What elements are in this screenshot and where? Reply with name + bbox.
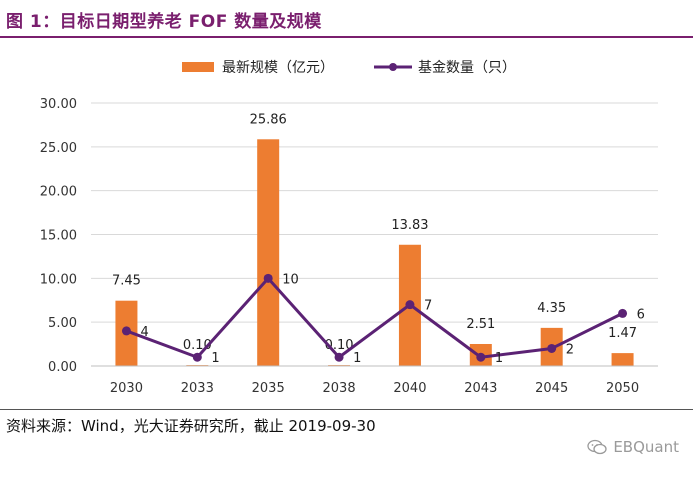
x-tick-label: 2035 [252,381,285,396]
line-point [547,343,557,353]
line-point [618,308,628,318]
legend-label-bar: 最新规模（亿元） [222,60,334,76]
x-tick-label: 2043 [464,381,497,396]
line-point [476,352,486,362]
y-tick-label: 15.00 [40,229,77,244]
x-axis: 2030 2033 2035 2038 2040 2043 2045 2050 [91,365,658,396]
line-data-label: 1 [495,351,503,366]
legend: 最新规模（亿元） 基金数量（只） [182,59,516,76]
title-divider [0,36,693,38]
legend-swatch-marker [389,63,397,71]
line-data-label: 7 [424,299,432,314]
figure-title: 图 1：目标日期型养老 FOF 数量及规模 [6,12,322,32]
line-point [121,326,131,336]
y-tick-label: 10.00 [40,272,77,287]
line-series [121,273,628,362]
x-tick-label: 2030 [110,381,143,396]
x-tick-label: 2040 [393,381,426,396]
line-data-label: 2 [566,342,574,357]
y-tick-label: 0.00 [48,360,77,375]
bar-data-label: 4.35 [537,301,566,316]
y-axis: 0.00 5.00 10.00 15.00 20.00 25.00 30.00 [40,97,77,375]
line-point [192,352,202,362]
bar [257,139,280,366]
legend-label-line: 基金数量（只） [418,59,516,76]
y-tick-label: 5.00 [48,316,77,331]
line-data-label: 4 [140,325,148,340]
line-point [334,352,344,362]
watermark-label: EBQuant [613,438,679,456]
title-bar: 图 1：目标日期型养老 FOF 数量及规模 [0,0,693,40]
line-point [263,273,273,283]
bar-data-label: 1.47 [608,326,637,341]
bar-data-label: 25.86 [250,112,287,127]
legend-swatch-bar [182,62,214,72]
wechat-icon [587,439,607,455]
gridlines [91,102,658,367]
bar-data-label: 13.83 [391,218,428,233]
watermark: EBQuant [587,438,679,456]
x-tick-label: 2045 [535,381,568,396]
y-tick-label: 25.00 [40,141,77,156]
line-data-label: 10 [282,272,299,287]
x-tick-label: 2038 [323,381,356,396]
line-path [125,276,624,359]
y-tick-label: 30.00 [40,97,77,112]
bar [611,353,634,366]
line-data-label: 1 [211,351,219,366]
footer-divider [0,409,693,410]
bar-data-label: 7.45 [112,274,141,289]
y-tick-label: 20.00 [40,185,77,200]
line-data-label: 1 [353,351,361,366]
bar-data-label: 2.51 [466,317,495,332]
combo-chart: 最新规模（亿元） 基金数量（只） 0.005.0010.0015.0020.00… [40,59,658,396]
source-note: 资料来源：Wind，光大证券研究所，截止 2019-09-30 [6,417,376,435]
chart-area: 最新规模（亿元） 基金数量（只） 0.00 5.00 10.00 15.00 20.00… [0,40,693,410]
x-tick-label: 2033 [181,381,214,396]
line-data-labels: 4 1 10 1 7 1 2 6 [140,272,644,366]
line-data-label: 6 [637,307,645,322]
x-tick-label: 2050 [606,381,639,396]
line-point [405,300,415,310]
